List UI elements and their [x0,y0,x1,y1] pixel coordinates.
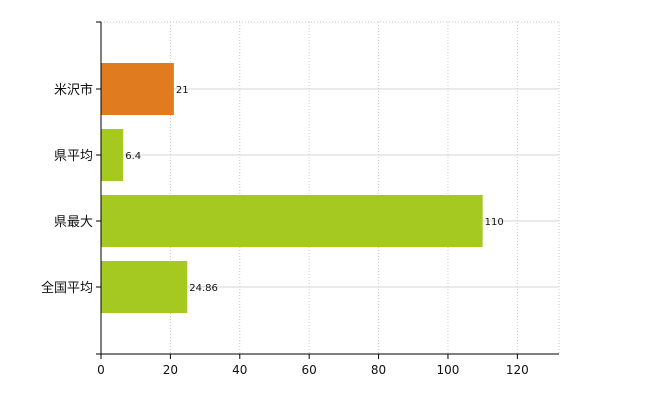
bar [101,63,174,115]
bar [101,195,483,247]
x-tick-label: 120 [506,363,529,377]
data-label: 21 [176,85,189,96]
x-tick-label: 0 [97,363,105,377]
axis-layer [96,21,559,359]
x-tick-label: 20 [163,363,178,377]
category-label: 県平均 [54,149,93,164]
x-tick-label: 100 [437,363,460,377]
data-label: 6.4 [125,151,141,162]
data-label: 24.86 [189,283,218,294]
bar [101,261,188,313]
x-tick-label: 60 [302,363,317,377]
x-tick-label: 40 [232,363,247,377]
category-label: 県最大 [54,215,93,230]
category-label: 全国平均 [41,280,93,296]
category-label: 米沢市 [54,82,93,98]
data-label: 110 [485,217,504,228]
bar-layer [101,63,483,313]
x-tick-label: 80 [371,363,386,377]
bar [101,129,124,181]
